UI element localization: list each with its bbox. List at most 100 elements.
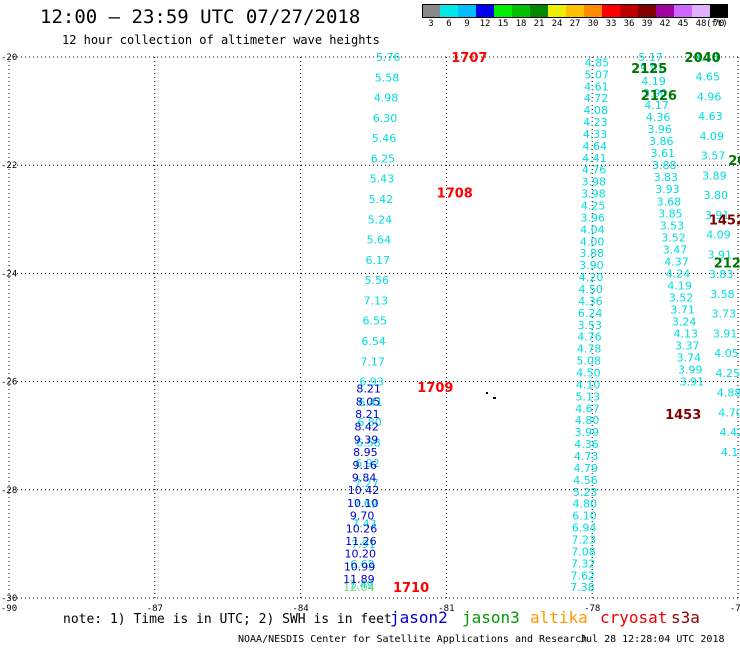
- wave-height-value: 4.67: [575, 402, 600, 415]
- wave-height-value: 6.25: [371, 152, 396, 165]
- wave-height-value: 6.41: [358, 396, 383, 409]
- wave-height-value: 6.17: [366, 254, 391, 267]
- colorbar-label: 33: [605, 19, 617, 29]
- wave-height-value: 3.57: [701, 150, 726, 163]
- wave-height-value: 7.08: [571, 545, 596, 558]
- wave-height-value: 3.91: [680, 376, 705, 389]
- wave-height-value: 5.46: [372, 132, 397, 145]
- lon-tick-label: -90: [1, 604, 17, 614]
- colorbar-label: 45: [677, 19, 689, 29]
- units-note: note: 1) Time is in UTC; 2) SWH is in fe…: [63, 612, 392, 627]
- wave-height-value: 3.86: [649, 135, 674, 148]
- wave-height-value: 4.36: [574, 438, 599, 451]
- wave-height-value: 5.13: [576, 390, 601, 403]
- colorbar-label: 70: [713, 19, 725, 29]
- wave-height-value: 4.50: [579, 283, 604, 296]
- wave-height-value: 4.09: [700, 130, 725, 143]
- wave-height-value: 4.20: [579, 271, 604, 284]
- wave-height-value: 5.42: [369, 193, 394, 206]
- lat-tick-label: -30: [1, 594, 17, 604]
- colorbar-label: 42: [659, 19, 671, 29]
- lat-tick-label: -24: [1, 269, 17, 279]
- wave-height-value: 3.90: [643, 87, 668, 100]
- wave-height-value: 6.62: [350, 558, 375, 571]
- wave-height-value: 4.00: [580, 235, 605, 248]
- lat-tick-label: -26: [1, 378, 17, 388]
- wave-height-value: 7.69: [353, 497, 378, 510]
- island-mark: [486, 392, 488, 394]
- wave-height-value: 8.21: [355, 408, 380, 421]
- satellite-s3a: s3a: [671, 608, 700, 627]
- colorbar-label: 3: [428, 19, 434, 29]
- wave-height-value: 7.49: [349, 578, 374, 591]
- colorbar-swatch: [692, 4, 710, 18]
- pass-time-label: 1453: [665, 408, 701, 423]
- wave-height-value: 3.68: [657, 195, 682, 208]
- wave-height-value: 3.53: [578, 319, 603, 332]
- wave-height-value: 8.95: [353, 446, 378, 459]
- pass-time-label: 1452: [709, 213, 740, 228]
- wave-height-value: 6.58: [356, 436, 381, 449]
- wave-height-value: 3.71: [670, 303, 695, 316]
- wave-height-value: 4.79: [574, 462, 599, 475]
- colorbar-swatch: [530, 4, 548, 18]
- wave-height-value: 7.13: [363, 294, 388, 307]
- wave-height-value: 3.99: [678, 364, 703, 377]
- wave-height-value: 3.98: [581, 188, 606, 201]
- wave-height-value: 5.76: [376, 51, 401, 64]
- wave-height-value: 9.84: [352, 472, 377, 485]
- wave-height-value: 6.30: [373, 112, 398, 125]
- wave-height-value: 12.04: [343, 581, 375, 594]
- colorbar-label: 27: [569, 19, 581, 29]
- colorbar-swatch: [710, 4, 728, 18]
- wave-height-value: 4.88: [717, 387, 740, 400]
- wave-height-value: 6.94: [572, 522, 597, 535]
- wave-height-value: 4.72: [584, 92, 609, 105]
- wave-height-value: 4.65: [695, 71, 720, 84]
- wave-height-value: 4.96: [697, 90, 722, 103]
- wave-height-value: 4.17: [644, 99, 669, 112]
- wave-height-value: 4.04: [580, 223, 605, 236]
- colorbar-swatch: [494, 4, 512, 18]
- wave-height-value: 4.15: [721, 446, 740, 459]
- lon-tick-label: -84: [292, 604, 308, 614]
- island-mark: [493, 397, 496, 399]
- lon-tick-label: -81: [438, 604, 454, 614]
- colorbar-swatch: [656, 4, 674, 18]
- wave-height-value: 4.13: [673, 328, 698, 341]
- wave-height-value: 11.26: [345, 535, 377, 548]
- wave-height-value: 3.90: [579, 259, 604, 272]
- wave-height-value: 7.23: [572, 533, 597, 546]
- wave-height-value: 3.53: [660, 219, 685, 232]
- satellite-jason2: jason2: [390, 608, 448, 627]
- colorbar-label: 15: [497, 19, 509, 29]
- lat-tick-label: -22: [1, 161, 17, 171]
- colorbar-swatch: [422, 4, 440, 18]
- wave-height-value: 5.58: [375, 71, 400, 84]
- pass-time-label: 2041: [728, 154, 740, 169]
- wave-height-value: 4.33: [583, 128, 608, 141]
- wave-height-value: 9.70: [350, 510, 375, 523]
- colorbar-label: 6: [446, 19, 452, 29]
- wave-height-value: 5.17: [638, 51, 663, 64]
- wave-height-value: 4.25: [716, 367, 740, 380]
- wave-height-value: 10.99: [344, 560, 376, 573]
- wave-height-value: 7.43: [352, 518, 377, 531]
- wave-height-value: 6.54: [361, 335, 386, 348]
- wave-height-value: 9.16: [353, 459, 378, 472]
- wave-height-value: 5.56: [365, 274, 390, 287]
- wave-height-value: 4.76: [582, 164, 607, 177]
- wave-height-value: 4.08: [583, 104, 608, 117]
- wave-height-value: 4.42: [720, 426, 740, 439]
- wave-height-value: 3.52: [661, 231, 686, 244]
- pass-time-label: 1709: [417, 381, 453, 396]
- wave-height-value: 4.05: [714, 347, 739, 360]
- wave-height-value: 3.83: [654, 171, 679, 184]
- wave-height-value: 3.93: [655, 183, 680, 196]
- wave-height-value: 4.70: [718, 406, 740, 419]
- colorbar-label: 30: [587, 19, 599, 29]
- wave-height-value: 3.37: [675, 340, 700, 353]
- wave-height-value: 3.96: [647, 123, 672, 136]
- wave-height-value: 10.42: [348, 484, 380, 497]
